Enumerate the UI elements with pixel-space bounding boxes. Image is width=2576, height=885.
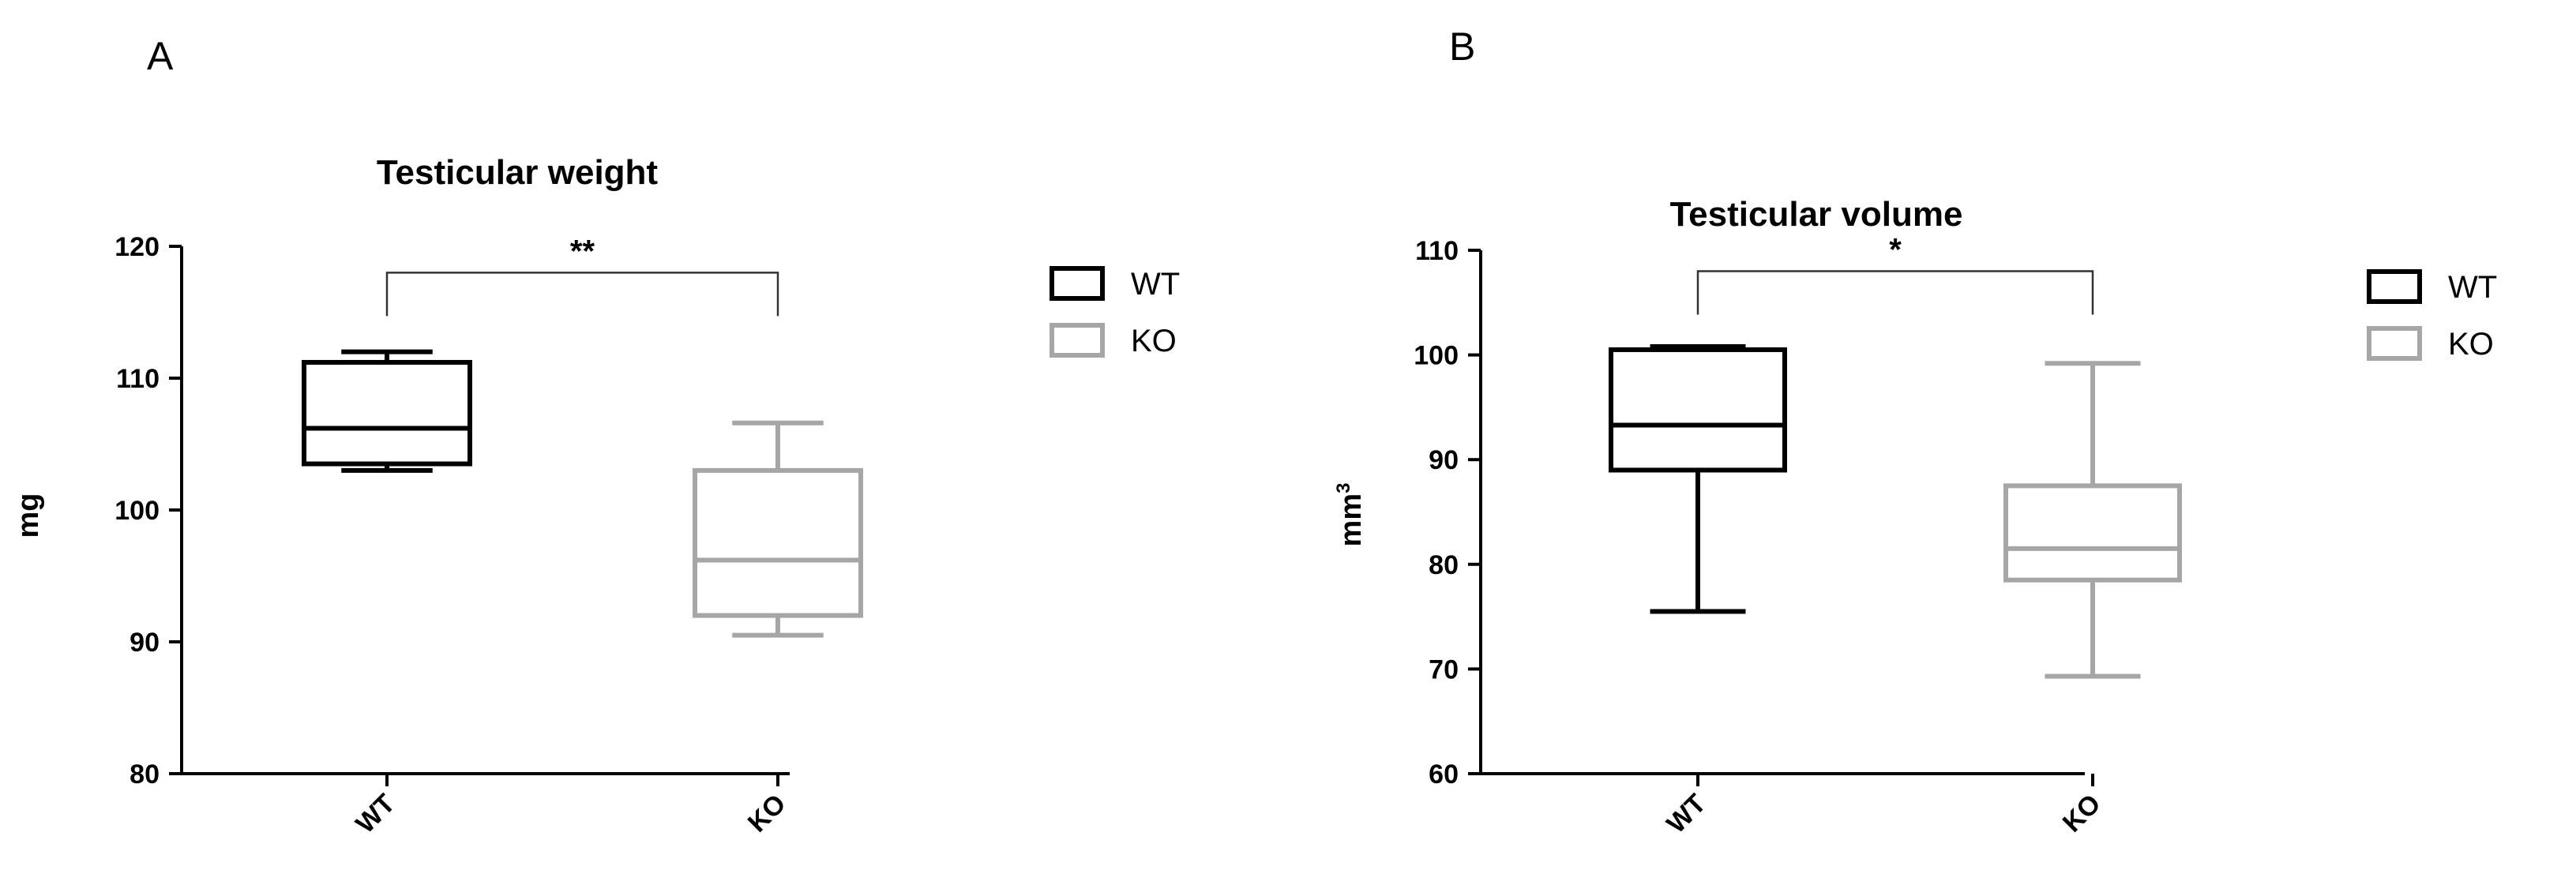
panel-a-box-ko — [693, 420, 863, 638]
panel-b-y-tick-label: 90 — [1429, 445, 1459, 475]
panel-a-legend-swatch-wt — [1050, 266, 1105, 301]
panel-b-box-ko — [2003, 361, 2182, 679]
panel-a-legend-label-wt: WT — [1131, 267, 1180, 302]
panel-b-y-axis-label: mm3 — [1333, 483, 1368, 547]
panel-b-y-tick-label: 110 — [1415, 236, 1459, 266]
panel-a-y-tick-label: 80 — [130, 759, 160, 789]
panel-b-legend-swatch-ko — [2367, 326, 2422, 361]
panel-a-legend-label-ko: KO — [1131, 324, 1177, 358]
panel-b-significance-bracket — [1696, 270, 2094, 315]
panel-b-legend-swatch-wt — [2367, 269, 2422, 304]
panel-a-significance-label: ** — [570, 234, 595, 268]
panel-b-letter: B — [1449, 24, 1475, 69]
panel-b-x-tick-label: KO — [2057, 789, 2107, 838]
panel-b-boxes — [1609, 343, 2182, 679]
panel-a-y-tick-label: 120 — [115, 232, 160, 262]
panel-b-box-ko-iqr — [2003, 483, 2182, 583]
panel-b-legend-label-wt: WT — [2448, 270, 2497, 305]
panel-b-y-tick-label: 80 — [1429, 550, 1459, 580]
panel-b-y-tick-label: 60 — [1429, 759, 1459, 789]
panel-a-x-tick-label: WT — [350, 789, 400, 839]
panel-a-title: Testicular weight — [377, 153, 658, 192]
panel-a-box-wt-iqr — [302, 359, 472, 467]
panel-a-x-tick-label: KO — [742, 789, 792, 838]
panel-a-significance: ** — [385, 234, 779, 317]
panel-b-x-tick-label: WT — [1661, 789, 1711, 839]
panel-a-letter: A — [147, 34, 174, 78]
panel-a-y-tick-label: 110 — [116, 364, 160, 394]
panel-a-box-ko-iqr — [693, 467, 863, 618]
panel-b-y-tick-label: 70 — [1429, 654, 1459, 684]
panel-b: B Testicular volume mm3 60 70 80 90 100 110 WT… — [1333, 24, 2497, 839]
panel-a-y-axis-label: mg — [12, 493, 45, 538]
panel-b-box-wt-iqr — [1609, 347, 1787, 473]
panel-b-legend-label-ko: KO — [2448, 327, 2494, 362]
panel-b-significance: * — [1696, 233, 2094, 315]
panel-a-y-tick-label: 90 — [130, 628, 160, 658]
panel-b-axes: 60 70 80 90 100 110 WT KO — [1414, 236, 2106, 839]
panel-b-significance-label: * — [1889, 233, 1902, 268]
panel-a-legend: WT KO — [1050, 266, 1180, 358]
panel-a-y-tick-label: 100 — [115, 496, 160, 526]
panel-a-box-wt — [302, 349, 472, 473]
panel-b-legend: WT KO — [2367, 269, 2497, 362]
panel-b-box-wt — [1609, 343, 1787, 614]
panel-a-axes: 80 90 100 110 120 WT KO — [115, 232, 791, 839]
panel-b-title: Testicular volume — [1670, 195, 1963, 234]
panel-a-significance-bracket — [385, 272, 779, 317]
panel-a-legend-swatch-ko — [1050, 323, 1105, 358]
panel-a-boxes — [302, 349, 863, 638]
panel-a: A Testicular weight mg 80 90 100 110 120 WT KO… — [12, 34, 1180, 839]
panel-b-y-tick-label: 100 — [1414, 341, 1459, 371]
